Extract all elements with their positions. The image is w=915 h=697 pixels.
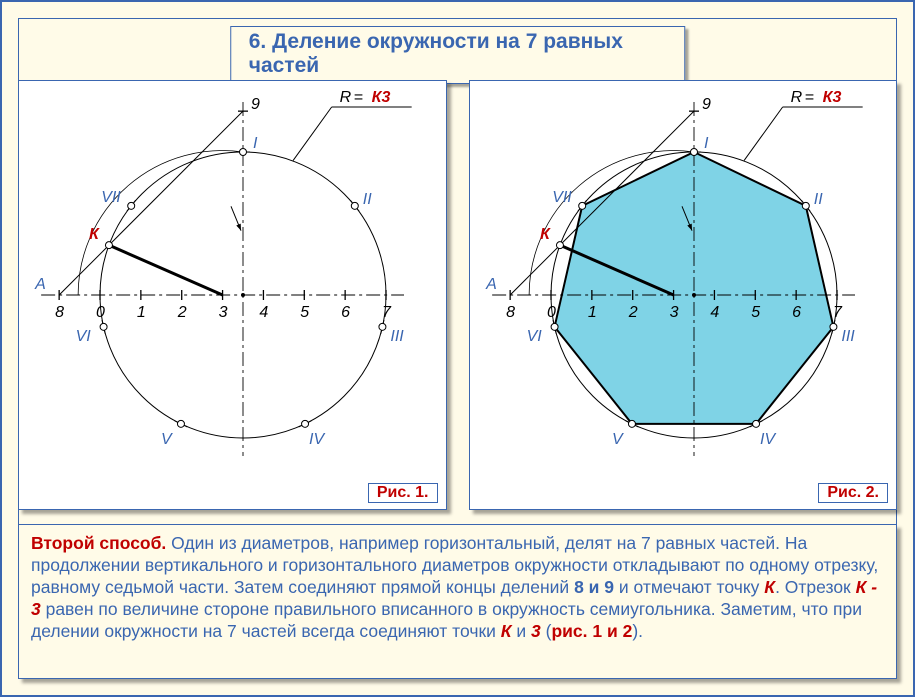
description-box: Второй способ. Один из диаметров, наприм… (18, 524, 897, 679)
desc-b4: равен по величине стороне правильного вп… (31, 599, 862, 641)
svg-text:7: 7 (832, 304, 842, 321)
svg-text:А: А (34, 276, 46, 293)
svg-text:А: А (485, 276, 497, 293)
desc-89: 8 и 9 (574, 577, 614, 597)
panel-2: 801234567А9КIIIIIIIVVVIVIIR = К3 Рис. 2. (469, 80, 898, 510)
svg-text:R: R (790, 89, 802, 106)
svg-text:9: 9 (251, 96, 260, 113)
svg-text:3: 3 (219, 304, 228, 321)
fig1-caption: Рис. 1. (368, 483, 438, 503)
svg-text:2: 2 (177, 304, 187, 321)
panels: 801234567А9КIIIIIIIVVVIVIIR = К3 Рис. 1.… (18, 80, 897, 510)
title-box: 6. Деление окружности на 7 равных частей (230, 26, 686, 84)
svg-text:III: III (841, 328, 855, 345)
svg-text:7: 7 (382, 304, 392, 321)
panel-1: 801234567А9КIIIIIIIVVVIVIIR = К3 Рис. 1. (18, 80, 447, 510)
svg-text:6: 6 (792, 304, 801, 321)
svg-text:К3: К3 (822, 89, 841, 106)
svg-text:III: III (390, 328, 404, 345)
title-text: 6. Деление окружности на 7 равных частей (249, 30, 623, 77)
fig2-caption: Рис. 2. (818, 483, 888, 503)
svg-text:8: 8 (55, 304, 64, 321)
svg-text:8: 8 (506, 304, 515, 321)
desc-b2: и отмечают точку (614, 577, 764, 597)
svg-text:К: К (539, 226, 550, 243)
desc-b7: ). (632, 621, 643, 641)
desc-3: 3 (531, 621, 541, 641)
svg-text:R: R (340, 89, 352, 106)
desc-b3a: . Отрезок (775, 577, 856, 597)
svg-text:3: 3 (669, 304, 678, 321)
desc-ris: рис. 1 и 2 (551, 621, 632, 641)
svg-text:I: I (704, 135, 709, 152)
desc-b6: ( (541, 621, 552, 641)
svg-text:=: = (804, 89, 813, 106)
svg-text:VI: VI (526, 328, 542, 345)
svg-text:2: 2 (627, 304, 637, 321)
svg-text:II: II (813, 191, 822, 208)
svg-text:5: 5 (300, 304, 309, 321)
svg-text:0: 0 (547, 304, 556, 321)
svg-text:IV: IV (309, 431, 325, 448)
desc-b5: и (512, 621, 532, 641)
figure-2: 801234567А9КIIIIIIIVVVIVIIR = К3 (470, 81, 897, 509)
svg-text:V: V (161, 431, 173, 448)
svg-text:К: К (89, 226, 100, 243)
desc-K: К (764, 577, 775, 597)
svg-text:I: I (253, 135, 258, 152)
desc-Kand3: К (501, 621, 512, 641)
page-frame: 6. Деление окружности на 7 равных частей… (0, 0, 915, 697)
svg-text:V: V (611, 431, 623, 448)
svg-text:VII: VII (101, 189, 121, 206)
svg-text:II: II (363, 191, 372, 208)
svg-text:6: 6 (341, 304, 350, 321)
figure-1: 801234567А9КIIIIIIIVVVIVIIR = К3 (19, 81, 446, 509)
svg-text:9: 9 (702, 96, 711, 113)
svg-text:К3: К3 (372, 89, 391, 106)
svg-text:0: 0 (96, 304, 105, 321)
svg-text:4: 4 (259, 304, 268, 321)
svg-text:=: = (354, 89, 363, 106)
svg-text:VII: VII (552, 189, 572, 206)
svg-text:1: 1 (137, 304, 146, 321)
svg-text:IV: IV (760, 431, 776, 448)
svg-text:VI: VI (76, 328, 92, 345)
svg-text:1: 1 (587, 304, 596, 321)
desc-lead: Второй способ. (31, 533, 166, 553)
svg-text:4: 4 (710, 304, 719, 321)
svg-text:5: 5 (751, 304, 760, 321)
